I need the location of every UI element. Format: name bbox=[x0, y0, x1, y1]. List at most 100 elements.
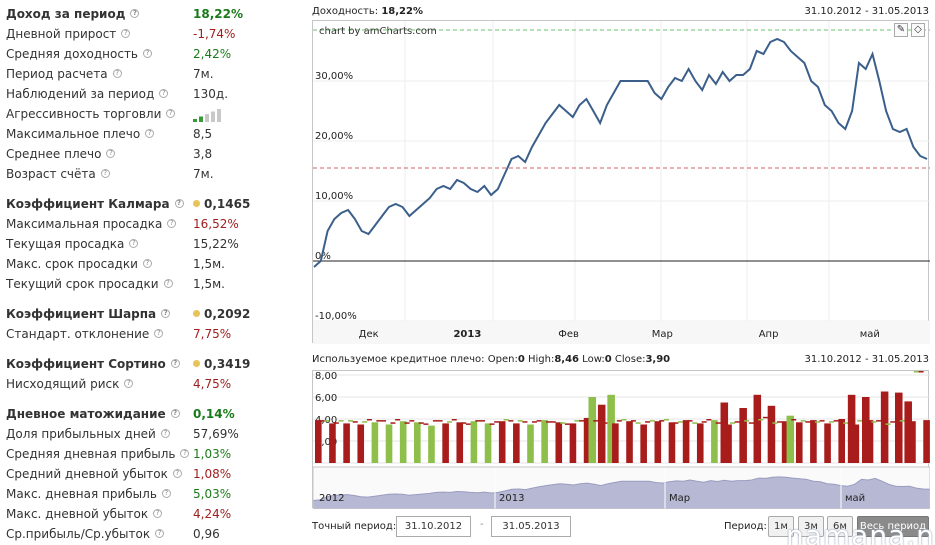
help-icon[interactable]: ? bbox=[121, 29, 131, 38]
aggression-bar bbox=[217, 108, 221, 122]
help-icon[interactable]: ? bbox=[100, 169, 110, 178]
y-tick-label: 6,00 bbox=[315, 393, 337, 404]
stat-label-text: Текущий срок просадки bbox=[6, 277, 159, 291]
leverage-tick bbox=[885, 423, 891, 425]
eraser-icon[interactable]: ◇ bbox=[911, 23, 925, 37]
help-icon[interactable]: ? bbox=[143, 49, 152, 58]
leverage-tick bbox=[772, 422, 778, 424]
help-icon[interactable]: ? bbox=[154, 329, 164, 338]
period-button[interactable]: 6м bbox=[827, 516, 853, 537]
period-button[interactable]: Весь период bbox=[857, 516, 929, 537]
stat-label-text: Доход за период bbox=[6, 7, 126, 21]
leverage-bar bbox=[725, 424, 732, 463]
stat-label-text: Коэффициент Сортино bbox=[6, 357, 166, 371]
help-icon[interactable]: ? bbox=[159, 89, 169, 98]
leverage-tick bbox=[522, 421, 528, 423]
stat-label: Средний дневной убыток? bbox=[6, 464, 182, 484]
help-icon[interactable]: ? bbox=[142, 259, 152, 268]
stat-value-text: 130д. bbox=[193, 87, 229, 101]
stat-label: Ср.прибыль/Ср.убыток? bbox=[6, 524, 165, 544]
stat-row: Период расчета? 7м. bbox=[0, 64, 290, 84]
leverage-tick bbox=[338, 420, 344, 422]
y-tick-label: 2,00 bbox=[315, 437, 337, 448]
leverage-bar bbox=[470, 421, 478, 463]
leverage-bar bbox=[923, 420, 930, 463]
stat-label-text: Максимальная просадка bbox=[6, 217, 163, 231]
help-icon[interactable]: ? bbox=[130, 9, 140, 18]
help-icon[interactable]: ? bbox=[160, 429, 170, 438]
stat-value: 1,03% bbox=[193, 444, 231, 464]
stat-row: Макс. срок просадки? 1,5м. bbox=[0, 254, 290, 274]
help-icon[interactable]: ? bbox=[129, 239, 139, 248]
leverage-header: Используемое кредитное плечо: Open:0 Hig… bbox=[312, 354, 670, 365]
stat-value: 0,14% bbox=[193, 404, 235, 424]
stat-value: 0,96 bbox=[193, 524, 220, 544]
zoom-in-icon[interactable]: ✎ bbox=[894, 23, 908, 37]
help-icon[interactable]: ? bbox=[112, 69, 122, 78]
help-icon[interactable]: ? bbox=[172, 469, 182, 478]
leverage-bar bbox=[852, 424, 860, 463]
leverage-bar bbox=[414, 422, 421, 463]
leverage-bar bbox=[894, 392, 903, 463]
stat-label: Коэффициент Калмара? bbox=[6, 194, 184, 214]
help-icon[interactable]: ? bbox=[170, 359, 180, 368]
help-icon[interactable]: ? bbox=[145, 129, 155, 138]
leverage-tick bbox=[635, 422, 641, 424]
leverage-tick bbox=[579, 420, 585, 422]
help-icon[interactable]: ? bbox=[163, 279, 173, 288]
y-tick-label: 20,00% bbox=[315, 131, 353, 142]
help-icon[interactable]: ? bbox=[170, 409, 180, 418]
stat-row: Наблюдений за период? 130д. bbox=[0, 84, 290, 104]
leverage-tick bbox=[828, 421, 834, 423]
leverage-bar bbox=[484, 423, 492, 463]
period-button[interactable]: 1м bbox=[768, 516, 794, 537]
stat-label: Макс. срок просадки? bbox=[6, 254, 152, 274]
leverage-tick bbox=[409, 420, 415, 422]
stat-value-text: 7м. bbox=[193, 67, 214, 81]
stat-label: Возраст счёта? bbox=[6, 164, 110, 184]
stat-row: Нисходящий риск? 4,75% bbox=[0, 374, 290, 394]
help-icon[interactable]: ? bbox=[106, 149, 116, 158]
leverage-tick bbox=[376, 420, 382, 422]
leverage-tick bbox=[362, 421, 368, 423]
period-button[interactable]: 3м bbox=[798, 516, 824, 537]
leverage-tick bbox=[348, 420, 354, 422]
leverage-bar bbox=[711, 420, 718, 463]
leverage-tick bbox=[489, 423, 495, 425]
leverage-bar bbox=[399, 421, 407, 463]
leverage-tick bbox=[319, 420, 325, 422]
leverage-bar bbox=[696, 423, 704, 463]
leverage-tick bbox=[423, 423, 429, 425]
leverage-tick bbox=[480, 420, 486, 422]
help-icon[interactable]: ? bbox=[174, 199, 184, 208]
help-icon[interactable]: ? bbox=[124, 379, 134, 388]
leverage-tick bbox=[531, 421, 537, 423]
leverage-tick bbox=[819, 420, 825, 422]
leverage-bar bbox=[668, 422, 676, 463]
stat-value-text: 0,2092 bbox=[204, 307, 251, 321]
leverage-bar bbox=[866, 420, 874, 463]
stat-label-text: Дневное матожидание bbox=[6, 407, 166, 421]
stat-value: 4,75% bbox=[193, 374, 231, 394]
y-tick-label: 30,00% bbox=[315, 71, 353, 82]
help-icon[interactable]: ? bbox=[161, 489, 171, 498]
leverage-tick bbox=[432, 420, 438, 422]
stat-label-text: Стандарт. отклонение bbox=[6, 327, 150, 341]
period-from-input[interactable]: 31.10.2012 bbox=[396, 516, 471, 537]
leverage-bar bbox=[720, 402, 729, 463]
stat-value-text: 57,69% bbox=[193, 427, 239, 441]
stat-value-text: 1,5м. bbox=[193, 277, 225, 291]
rating-dot-icon bbox=[193, 360, 200, 367]
help-icon[interactable]: ? bbox=[166, 109, 176, 118]
help-icon[interactable]: ? bbox=[155, 529, 165, 538]
stat-value-text: 16,52% bbox=[193, 217, 239, 231]
close-value: 3,90 bbox=[645, 354, 671, 365]
help-icon[interactable]: ? bbox=[153, 509, 163, 518]
leverage-bar bbox=[371, 422, 379, 463]
period-to-input[interactable]: 31.05.2013 bbox=[491, 516, 571, 537]
stat-value-text: 1,5м. bbox=[193, 257, 225, 271]
help-icon[interactable]: ? bbox=[161, 309, 171, 318]
stat-label-text: Среднее плечо bbox=[6, 147, 102, 161]
help-icon[interactable]: ? bbox=[180, 449, 190, 458]
help-icon[interactable]: ? bbox=[167, 219, 177, 228]
